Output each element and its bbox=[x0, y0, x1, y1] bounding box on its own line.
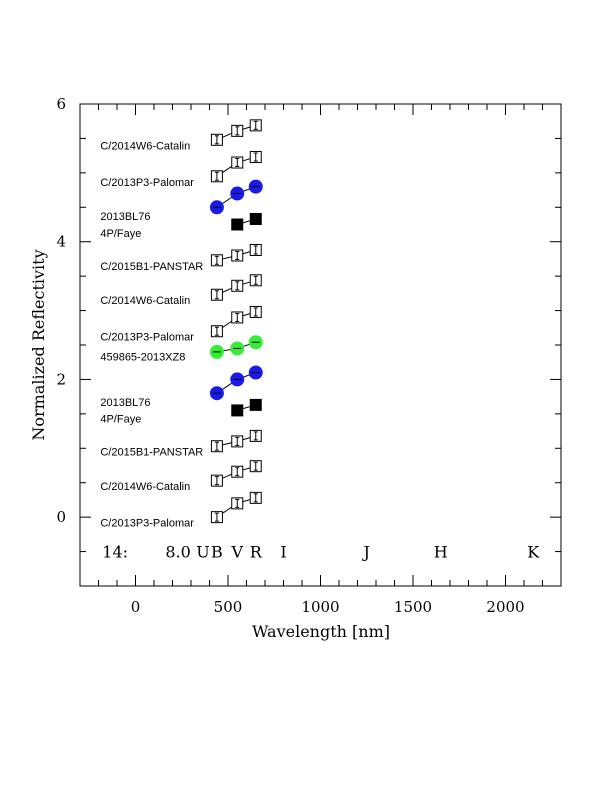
series-2 bbox=[210, 429, 262, 453]
object-label: C/2013P3-Palomar bbox=[100, 332, 194, 344]
object-label: C/2014W6-Catalin bbox=[100, 140, 190, 152]
x-tick-label: 0 bbox=[131, 598, 141, 616]
series-1 bbox=[210, 460, 262, 487]
band-label: J bbox=[362, 543, 370, 562]
x-tick-label: 2000 bbox=[486, 598, 524, 616]
band-label: H bbox=[434, 543, 448, 562]
object-label: 459865-2013XZ8 bbox=[100, 352, 185, 364]
series-7 bbox=[210, 274, 262, 301]
band-row-value: 8.0 bbox=[165, 543, 190, 562]
data-point bbox=[231, 218, 244, 231]
band-label: U bbox=[196, 543, 209, 562]
series-10 bbox=[209, 179, 263, 215]
series-8 bbox=[210, 243, 262, 267]
object-label: C/2013P3-Palomar bbox=[100, 177, 194, 189]
band-label: B bbox=[211, 543, 223, 562]
object-label: C/2013P3-Palomar bbox=[100, 518, 194, 530]
series-0 bbox=[210, 491, 262, 524]
band-label: R bbox=[250, 543, 263, 562]
series-3 bbox=[231, 398, 262, 417]
x-tick-label: 1000 bbox=[301, 598, 339, 616]
band-label: V bbox=[230, 543, 243, 562]
y-tick-label: 4 bbox=[56, 233, 66, 251]
object-label: 4P/Faye bbox=[100, 228, 141, 240]
series-4 bbox=[209, 365, 263, 401]
series-9 bbox=[231, 212, 262, 231]
x-tick-label: 1500 bbox=[394, 598, 432, 616]
object-label: 2013BL76 bbox=[100, 211, 150, 223]
band-label: I bbox=[280, 543, 286, 562]
series-5 bbox=[209, 335, 263, 359]
object-label: C/2014W6-Catalin bbox=[100, 481, 190, 493]
object-label: C/2015B1-PANSTAR bbox=[100, 447, 203, 459]
object-label: 2013BL76 bbox=[100, 397, 150, 409]
data-point bbox=[231, 404, 244, 417]
y-axis-title: Normalized Reflectivity bbox=[29, 249, 48, 440]
object-label: C/2014W6-Catalin bbox=[100, 295, 190, 307]
object-label: 4P/Faye bbox=[100, 414, 141, 426]
data-point bbox=[249, 212, 262, 225]
y-tick-label: 0 bbox=[56, 508, 66, 526]
series-12 bbox=[210, 119, 262, 146]
y-tick-label: 6 bbox=[56, 95, 66, 113]
band-label: K bbox=[527, 543, 540, 562]
series-11 bbox=[210, 151, 262, 183]
object-label: C/2015B1-PANSTAR bbox=[100, 261, 203, 273]
x-tick-label: 500 bbox=[214, 598, 243, 616]
y-tick-label: 2 bbox=[56, 370, 66, 388]
series-6 bbox=[210, 305, 262, 338]
x-axis-title: Wavelength [nm] bbox=[252, 622, 390, 641]
data-point bbox=[249, 398, 262, 411]
band-row-prefix: 14: bbox=[102, 543, 128, 562]
